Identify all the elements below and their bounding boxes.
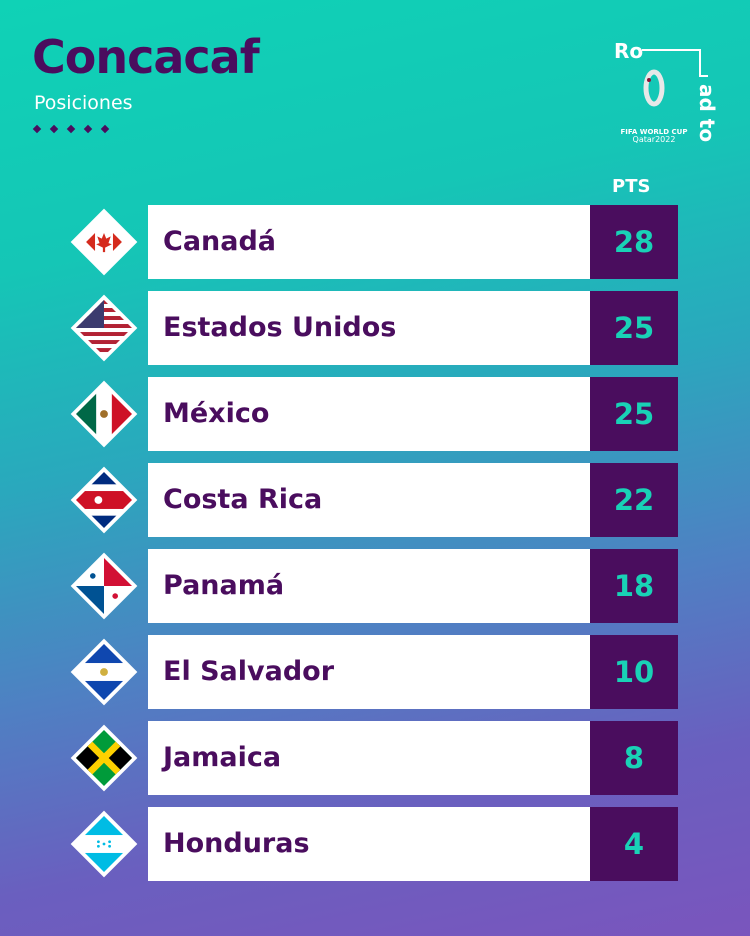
team-points: 4 [590,807,678,881]
team-name: Panamá [148,549,590,623]
team-points: 18 [590,549,678,623]
flag-costa-rica-icon [70,466,138,534]
team-name: Estados Unidos [148,291,590,365]
team-name: Jamaica [148,721,590,795]
team-name: El Salvador [148,635,590,709]
page-subtitle: Posiciones [34,92,133,114]
table-row: Panamá 18 [68,549,678,623]
table-row: El Salvador 10 [68,635,678,709]
svg-text:Qatar2022: Qatar2022 [633,135,676,144]
table-row: Canadá 28 [68,205,678,279]
team-points: 22 [590,463,678,537]
decorative-dots [32,124,110,134]
svg-text:Ro: Ro [614,39,643,63]
team-name: México [148,377,590,451]
team-points: 25 [590,377,678,451]
table-row: México 25 [68,377,678,451]
road-to-qatar-logo: Ro ad to FIFA WORLD CUP Qatar2022 [614,39,719,144]
flag-usa-icon [70,294,138,362]
team-name: Canadá [148,205,590,279]
team-points: 25 [590,291,678,365]
svg-text:FIFA WORLD CUP: FIFA WORLD CUP [621,128,688,136]
flag-jamaica-icon [70,724,138,792]
flag-panama-icon [70,552,138,620]
flag-mexico-icon [70,380,138,448]
team-points: 28 [590,205,678,279]
table-row: Costa Rica 22 [68,463,678,537]
team-name: Costa Rica [148,463,590,537]
flag-el-salvador-icon [70,638,138,706]
page-title: Concacaf [32,30,260,84]
team-name: Honduras [148,807,590,881]
table-row: Honduras 4 [68,807,678,881]
team-points: 10 [590,635,678,709]
flag-canada-icon [70,208,138,276]
svg-text:ad to: ad to [695,84,719,142]
team-points: 8 [590,721,678,795]
table-row: Jamaica 8 [68,721,678,795]
points-column-header: PTS [612,176,651,197]
flag-honduras-icon [70,810,138,878]
table-row: Estados Unidos 25 [68,291,678,365]
